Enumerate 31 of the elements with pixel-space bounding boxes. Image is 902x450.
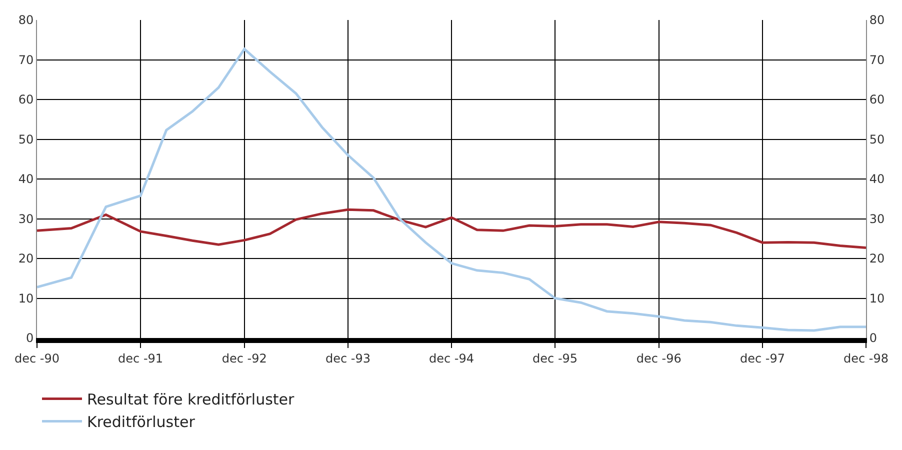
x-tick-label: dec -95 bbox=[532, 351, 578, 366]
x-tick-label: dec -96 bbox=[636, 351, 682, 366]
y2-tick-label: 50 bbox=[869, 132, 885, 146]
x-tick-label: dec -98 bbox=[843, 351, 889, 366]
y-tick-label: 80 bbox=[18, 13, 34, 28]
legend-label: Kreditförluster bbox=[87, 413, 196, 432]
y2-tick-label: 10 bbox=[869, 291, 885, 306]
y2-tick-label: 40 bbox=[869, 172, 885, 186]
y-tick-label: 70 bbox=[18, 52, 34, 67]
y2-tick-label: 70 bbox=[869, 52, 885, 67]
y-tick-label: 30 bbox=[18, 212, 34, 226]
y2-tick-label: 60 bbox=[869, 92, 885, 107]
x-tick-label: dec -94 bbox=[428, 351, 474, 366]
y-tick-label: 50 bbox=[18, 132, 34, 146]
legend-label: Resultat före kreditförluster bbox=[87, 390, 296, 409]
y-tick-label: 10 bbox=[18, 291, 34, 306]
x-tick-label: dec -93 bbox=[325, 351, 370, 366]
y-tick-label: 20 bbox=[18, 252, 34, 266]
y2-tick-label: 30 bbox=[869, 212, 885, 226]
y2-tick-label: 20 bbox=[869, 252, 885, 266]
x-tick-label: dec -92 bbox=[222, 351, 267, 366]
y2-tick-label: 0 bbox=[869, 331, 878, 346]
y-tick-label: 40 bbox=[18, 172, 34, 186]
x-tick-label: dec -97 bbox=[740, 351, 785, 366]
x-tick-label: dec -91 bbox=[118, 351, 164, 366]
y2-tick-label: 80 bbox=[869, 13, 885, 28]
line-series bbox=[37, 48, 866, 332]
x-tick-label: dec -90 bbox=[14, 351, 60, 366]
y-tick-label: 60 bbox=[18, 92, 34, 107]
line-series bbox=[37, 208, 866, 250]
y-tick-label: 0 bbox=[26, 331, 34, 346]
